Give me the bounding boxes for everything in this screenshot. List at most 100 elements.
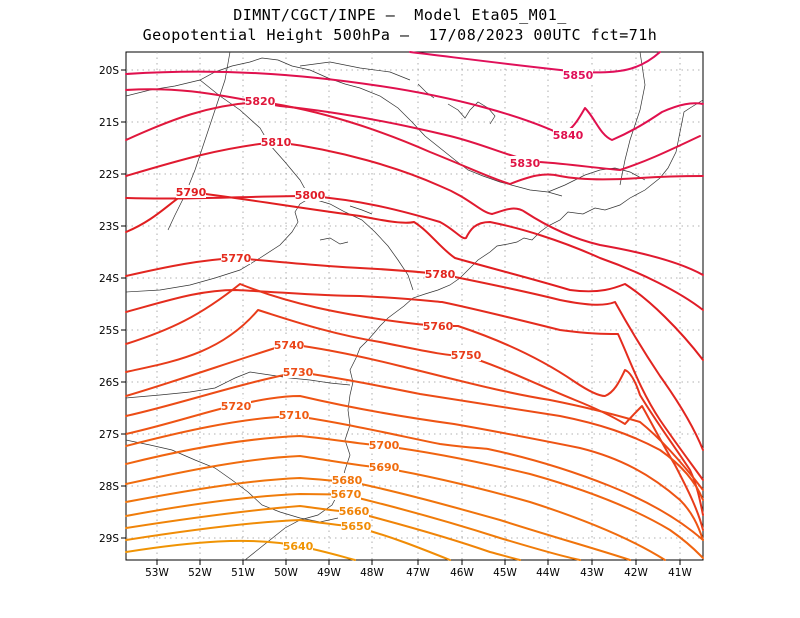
lon-tick-label: 49W [317,567,341,579]
lon-tick-label: 48W [360,567,384,579]
lat-tick-label: 24S [99,273,119,285]
state-border-sc-rs [125,439,339,523]
contour-label-bg [510,156,540,169]
contour-5790 [125,191,704,361]
contour-label-5700: 5700 [369,439,400,452]
reservoir-furnas [447,101,496,125]
lat-tick-label: 28S [99,481,119,493]
lat-tick-label: 25S [99,325,119,337]
lat-tick-label: 23S [99,221,119,233]
contour-label-bg [261,135,291,148]
contour-label-5780: 5780 [425,268,456,281]
lat-tick-label: 29S [99,533,119,545]
lon-tick-label: 45W [493,567,517,579]
contour-label-bg [295,188,325,201]
lat-tick-label: 21S [99,117,119,129]
chart-title-line1: DIMNT/CGCT/INPE — Model Eta05_M01_ [233,6,567,24]
lon-tick-label: 47W [406,567,430,579]
contour-label-bg [369,438,399,451]
lon-tick-label: 44W [536,567,560,579]
coastline [244,99,704,561]
contour-5740 [125,343,704,491]
contour-label-5730: 5730 [283,366,314,379]
reservoirs [319,83,496,245]
lon-tick-label: 42W [624,567,648,579]
contour-label-bg [283,365,313,378]
contour-label-5850: 5850 [563,69,594,82]
contour-5750 [125,309,704,531]
river-grande [299,61,411,81]
contour-label-bg [221,251,251,264]
state-border-mg-sp [125,57,563,197]
contour-label-5740: 5740 [274,339,305,352]
lon-tick-label: 41W [668,567,692,579]
contour-5730 [125,371,704,501]
contour-label-bg [221,399,251,412]
contour-label-bg [332,473,362,486]
contour-5800 [125,195,704,311]
coastline-borders [125,51,704,561]
contour-5700 [125,435,704,559]
contour-label-bg [423,319,453,332]
contour-label-bg [563,68,593,81]
lon-tick-label: 52W [188,567,212,579]
lon-tick-label: 51W [231,567,255,579]
contour-label-bg [283,539,313,552]
contour-label-bg [341,519,371,532]
reservoir-tiete [349,205,373,215]
lon-tick-label: 43W [580,567,604,579]
contour-5850 [409,51,661,74]
state-border-ms-go [167,51,231,231]
lon-tick-label: 53W [145,567,169,579]
lat-tick-label: 26S [99,377,119,389]
contour-label-bg [553,128,583,141]
contour-label-5770: 5770 [221,252,252,265]
contour-5760 [125,283,704,516]
chart-title-line2: Geopotential Height 500hPa — 17/08/2023 … [142,26,658,44]
contour-label-bg [339,504,369,517]
contour-5650 [125,519,451,561]
contour-label-5830: 5830 [510,157,541,170]
contour-label-bg [279,408,309,421]
contour-lines [125,51,704,561]
contour-label-5840: 5840 [553,129,584,142]
contour-label-5660: 5660 [339,505,370,518]
contour-label-5640: 5640 [283,540,314,553]
contour-labels: 5850 5840 5830 5820 5810 5800 5790 5780 5770 5760… [176,68,594,553]
contour-label-5680: 5680 [332,474,363,487]
contour-5840 [125,70,704,141]
contour-label-bg [451,348,481,361]
contour-5820 [125,101,704,185]
contour-label-bg [425,267,455,280]
contour-label-5750: 5750 [451,349,482,362]
contour-label-5650: 5650 [341,520,372,533]
contour-5770 [125,289,704,481]
lon-tick-label: 46W [450,567,474,579]
contour-5640 [125,539,356,561]
contour-label-5820: 5820 [245,95,276,108]
contour-label-5670: 5670 [331,488,362,501]
state-border-mg-es [619,51,646,186]
lat-tick-label: 27S [99,429,119,441]
lat-tick-label: 22S [99,169,119,181]
contour-5830 [125,88,701,171]
contour-label-5720: 5720 [221,400,252,413]
contour-label-5710: 5710 [279,409,310,422]
contour-5710 [125,415,704,541]
contour-label-5810: 5810 [261,136,292,149]
contour-label-5790: 5790 [176,186,207,199]
state-border-pr-sc [125,371,351,399]
state-border-mg-rj [547,167,646,193]
contour-label-bg [245,94,275,107]
contour-label-bg [331,487,361,500]
contour-label-bg [274,338,304,351]
contour-label-5760: 5760 [423,320,454,333]
reservoir-parana [319,237,349,245]
lat-tick-label: 20S [99,65,119,77]
contour-label-bg [176,185,206,198]
longitude-ticks: 53W 52W 51W 50W 49W 48W 47W 46W 45W 44W 43W 42W 41W [145,560,692,579]
contour-5720 [125,395,704,541]
contour-label-5800: 5800 [295,189,326,202]
contour-label-bg [369,460,399,473]
